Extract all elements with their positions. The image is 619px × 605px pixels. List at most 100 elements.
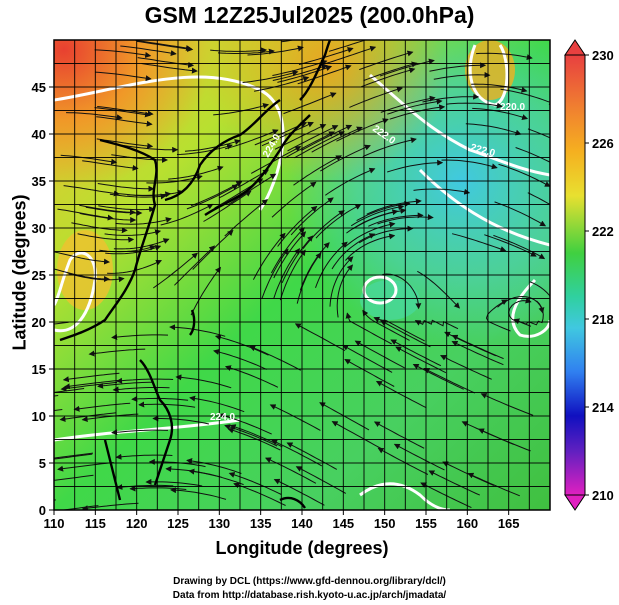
streamline bbox=[294, 323, 346, 352]
colorbar-tick-label: 226 bbox=[592, 136, 614, 151]
streamline bbox=[472, 107, 529, 120]
streamline bbox=[390, 339, 442, 367]
streamline bbox=[269, 404, 321, 431]
coastlines bbox=[59, 40, 332, 509]
streamline bbox=[249, 345, 302, 371]
streamline bbox=[387, 159, 444, 173]
credit-drawing: Drawing by DCL (https://www.gfd-dennou.o… bbox=[173, 576, 446, 587]
streamline bbox=[344, 359, 395, 387]
streamline bbox=[342, 344, 393, 373]
streamline bbox=[137, 57, 195, 68]
streamline bbox=[97, 381, 154, 389]
colorbar-body bbox=[564, 54, 586, 496]
x-tick-label: 160 bbox=[456, 516, 478, 531]
streamline bbox=[515, 147, 550, 163]
streamline bbox=[54, 452, 94, 459]
streamline bbox=[79, 204, 136, 216]
streamline bbox=[175, 374, 232, 389]
streamline bbox=[344, 221, 396, 248]
streamline bbox=[186, 184, 239, 210]
streamline bbox=[95, 71, 152, 82]
streamline bbox=[224, 199, 269, 237]
y-tick-label: 20 bbox=[32, 315, 46, 330]
streamline bbox=[315, 241, 348, 288]
streamline bbox=[57, 462, 114, 472]
streamline bbox=[228, 472, 282, 495]
streamline bbox=[242, 70, 299, 83]
streamline bbox=[279, 249, 306, 301]
grid bbox=[53, 39, 551, 511]
streamline bbox=[336, 264, 354, 318]
streamline bbox=[284, 131, 335, 159]
streamline bbox=[138, 401, 196, 408]
streamline bbox=[174, 245, 216, 286]
streamline bbox=[141, 63, 198, 74]
y-tick-label: 30 bbox=[32, 221, 46, 236]
streamline bbox=[97, 183, 155, 192]
contour-label: 220.0 bbox=[500, 102, 525, 113]
streamline bbox=[297, 64, 352, 85]
streamline bbox=[94, 107, 151, 118]
x-axis-label: Longitude (degrees) bbox=[215, 538, 389, 558]
streamline bbox=[377, 447, 429, 475]
streamline bbox=[352, 207, 407, 230]
streamline bbox=[494, 201, 547, 227]
streamline bbox=[98, 205, 156, 213]
credit-data: Data from http://database.rish.kyoto-u.a… bbox=[172, 590, 447, 601]
streamline bbox=[498, 163, 550, 187]
streamline bbox=[261, 248, 289, 299]
streamline bbox=[311, 126, 363, 153]
streamline bbox=[115, 217, 172, 225]
colorbar-tick-label: 218 bbox=[592, 312, 614, 327]
streamline bbox=[331, 233, 376, 270]
streamline bbox=[273, 478, 325, 506]
streamline bbox=[77, 233, 135, 243]
streamline bbox=[363, 61, 418, 82]
y-tick-labels: 0 5 10 15 20 25 30 35 40 45 bbox=[32, 80, 54, 518]
streamline bbox=[467, 472, 520, 497]
streamline bbox=[247, 45, 304, 56]
streamline bbox=[527, 128, 550, 139]
streamline bbox=[296, 252, 322, 304]
streamline bbox=[111, 334, 169, 340]
streamline bbox=[54, 453, 93, 460]
y-tick-label: 40 bbox=[32, 127, 46, 142]
streamline bbox=[271, 439, 323, 467]
streamline bbox=[446, 102, 503, 109]
streamline bbox=[293, 155, 342, 186]
x-tick-labels: 110 115 120 125 130 135 140 145 150 155 160 165 bbox=[44, 510, 520, 531]
x-tick-label: 145 bbox=[332, 516, 354, 531]
streamline bbox=[129, 485, 187, 492]
streamline bbox=[186, 458, 242, 474]
streamline bbox=[190, 181, 243, 207]
x-tick-label: 120 bbox=[126, 516, 148, 531]
figure-title: GSM 12Z25Jul2025 (200.0hPa) bbox=[144, 2, 475, 28]
streamline bbox=[471, 83, 528, 93]
streamline bbox=[111, 429, 169, 436]
streamline bbox=[57, 208, 114, 221]
streamline bbox=[184, 139, 241, 152]
y-tick-label: 15 bbox=[32, 362, 46, 377]
streamline bbox=[362, 137, 417, 158]
x-tick-label: 130 bbox=[208, 516, 230, 531]
contour-label: 224.0 bbox=[210, 412, 235, 423]
y-axis-label: Latitude (degrees) bbox=[9, 194, 30, 351]
streamline bbox=[264, 457, 317, 484]
streamline bbox=[423, 368, 476, 394]
colorbar-tick-label: 210 bbox=[592, 488, 614, 503]
streamline bbox=[529, 281, 550, 298]
streamline bbox=[104, 229, 162, 236]
streamline bbox=[54, 395, 59, 397]
streamline bbox=[295, 466, 347, 494]
streamline bbox=[62, 372, 120, 383]
streamline bbox=[417, 270, 460, 309]
streamline bbox=[214, 334, 269, 356]
streamline bbox=[413, 188, 471, 195]
streamline bbox=[213, 349, 267, 370]
streamline bbox=[213, 102, 270, 116]
y-tick-label: 25 bbox=[32, 268, 46, 283]
y-tick-label: 10 bbox=[32, 409, 46, 424]
colorbar-top-triangle bbox=[564, 39, 586, 56]
streamline bbox=[439, 355, 492, 380]
